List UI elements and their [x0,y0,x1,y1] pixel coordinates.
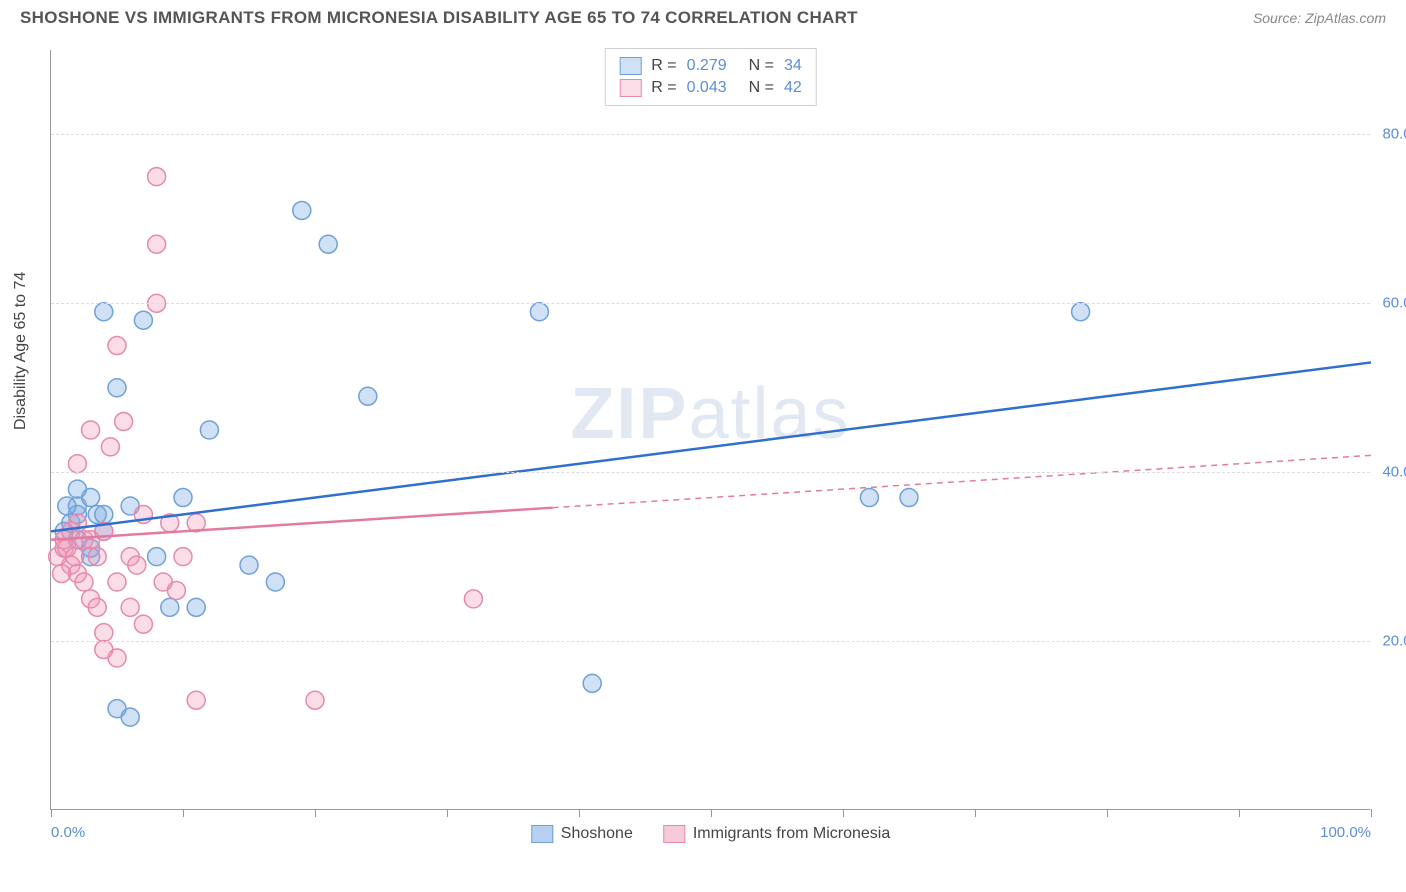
y-tick-label: 20.0% [1375,633,1406,650]
source-attribution: Source: ZipAtlas.com [1253,10,1386,26]
data-point [108,573,126,591]
data-point [68,455,86,473]
gridline [51,134,1370,135]
n-value: 42 [784,79,802,97]
data-point [148,235,166,253]
data-point [95,505,113,523]
data-point [306,691,324,709]
data-point [121,708,139,726]
data-point [900,489,918,507]
data-point [108,649,126,667]
r-label: R = [651,79,676,97]
legend-label: Immigrants from Micronesia [693,825,890,843]
x-tick [1107,809,1108,817]
data-point [148,548,166,566]
data-point [134,615,152,633]
legend-swatch [619,57,641,75]
legend-item: Shoshone [531,825,633,843]
y-tick-label: 60.0% [1375,295,1406,312]
series-legend: Shoshone Immigrants from Micronesia [531,825,890,843]
data-point [128,556,146,574]
r-value: 0.279 [687,57,727,75]
data-point [88,598,106,616]
gridline [51,641,1370,642]
x-tick [711,809,712,817]
legend-item: Immigrants from Micronesia [663,825,890,843]
data-point [68,480,86,498]
trend-line-dashed [553,455,1371,507]
data-point [53,565,71,583]
x-tick [975,809,976,817]
x-tick [51,809,52,817]
data-point [161,598,179,616]
data-point [115,413,133,431]
data-point [95,303,113,321]
data-point [75,573,93,591]
n-label: N = [749,79,774,97]
n-label: N = [749,57,774,75]
data-point [88,548,106,566]
x-tick [447,809,448,817]
data-point [174,548,192,566]
legend-swatch [531,825,553,843]
x-tick [843,809,844,817]
x-tick-label: 100.0% [1320,824,1371,841]
data-point [359,387,377,405]
x-tick-label: 0.0% [51,824,85,841]
legend-row: R = 0.279 N = 34 [619,55,802,77]
data-point [95,624,113,642]
y-tick-label: 80.0% [1375,126,1406,143]
data-point [121,598,139,616]
n-value: 34 [784,57,802,75]
data-point [101,438,119,456]
data-point [200,421,218,439]
data-point [293,201,311,219]
data-point [187,598,205,616]
legend-row: R = 0.043 N = 42 [619,77,802,99]
page-title: SHOSHONE VS IMMIGRANTS FROM MICRONESIA D… [20,8,858,28]
data-point [108,379,126,397]
data-point [66,548,84,566]
x-tick [1371,809,1372,817]
data-point [134,311,152,329]
chart-plot-area: ZIPatlas R =0.279N =34R =0.043N =42 Shos… [50,50,1370,810]
data-point [174,489,192,507]
trend-line [51,362,1371,531]
x-tick [315,809,316,817]
data-point [187,691,205,709]
data-point [58,497,76,515]
y-tick-label: 40.0% [1375,464,1406,481]
data-point [108,337,126,355]
data-point [530,303,548,321]
data-point [464,590,482,608]
scatter-plot-svg [51,50,1370,809]
data-point [319,235,337,253]
x-tick [1239,809,1240,817]
data-point [240,556,258,574]
x-tick [183,809,184,817]
legend-swatch [663,825,685,843]
legend-swatch [619,79,641,97]
data-point [1072,303,1090,321]
gridline [51,472,1370,473]
data-point [167,581,185,599]
y-axis-label: Disability Age 65 to 74 [12,272,30,430]
data-point [82,421,100,439]
r-label: R = [651,57,676,75]
gridline [51,303,1370,304]
x-tick [579,809,580,817]
correlation-legend: R = 0.279 N = 34 R = 0.043 N = 42 [604,48,817,106]
data-point [266,573,284,591]
legend-label: Shoshone [561,825,633,843]
data-point [860,489,878,507]
data-point [148,168,166,186]
r-value: 0.043 [687,79,727,97]
data-point [583,674,601,692]
